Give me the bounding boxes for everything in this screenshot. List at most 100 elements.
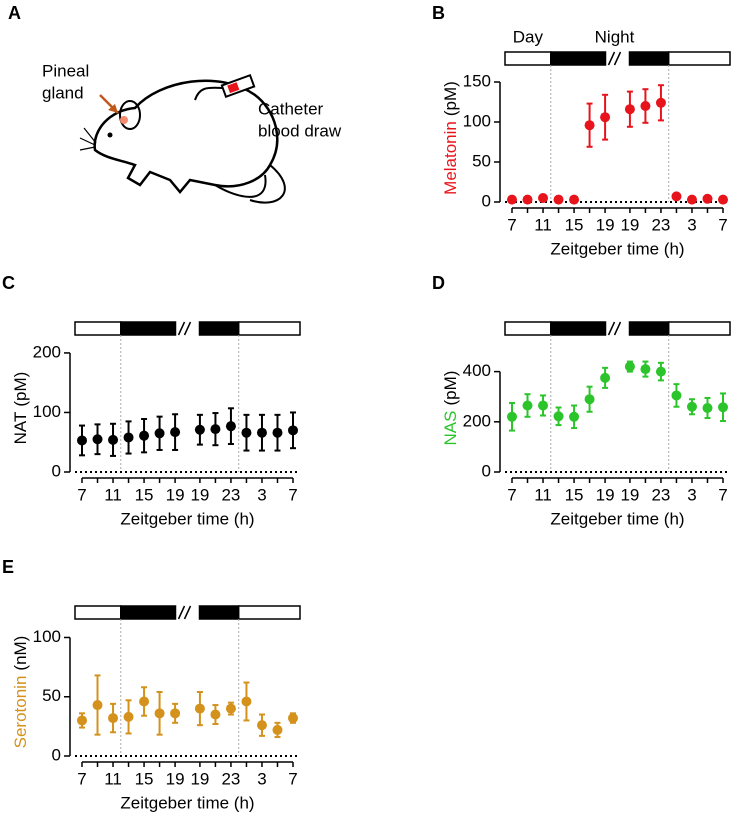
x-axis-label: Zeitgeber time (h)	[550, 239, 684, 258]
dark-bar	[120, 605, 177, 620]
y-tick-label: 0	[482, 461, 491, 480]
point	[671, 191, 682, 202]
point	[507, 194, 517, 205]
point	[584, 394, 595, 405]
y-tick-label: 50	[42, 686, 61, 705]
axis-break	[177, 605, 192, 620]
light-bar	[667, 321, 731, 336]
point	[194, 424, 205, 435]
x-tick-label: 19	[166, 769, 185, 788]
x-tick-label: 19	[190, 769, 209, 788]
x-tick-label: 7	[77, 485, 86, 504]
light-bar	[504, 51, 552, 66]
x-tick-label: 15	[135, 769, 154, 788]
dark-bar	[550, 321, 607, 336]
x-tick-label: 23	[651, 485, 670, 504]
x-tick-label: 19	[596, 215, 615, 234]
point	[553, 194, 564, 205]
point	[569, 194, 580, 205]
x-tick-label: 3	[687, 215, 696, 234]
annotation: Night	[595, 27, 635, 46]
point	[600, 372, 611, 383]
point	[655, 97, 666, 108]
panel-label: C	[2, 273, 15, 293]
point	[640, 364, 651, 375]
x-tick-label: 19	[190, 485, 209, 504]
x-tick-label: 7	[507, 485, 516, 504]
y-tick-label: 200	[463, 411, 491, 430]
point	[272, 724, 283, 735]
y-label-unit: (pM)	[441, 371, 460, 406]
x-tick-label: 3	[687, 485, 696, 504]
x-tick-label: 19	[620, 215, 639, 234]
point	[288, 425, 298, 436]
point	[624, 361, 635, 372]
point	[702, 403, 713, 413]
dark-bar	[198, 605, 240, 620]
point	[225, 703, 236, 714]
point	[584, 120, 595, 131]
mouse-tail	[214, 174, 267, 198]
point	[718, 194, 728, 205]
point	[686, 194, 697, 205]
point	[77, 715, 87, 726]
dark-bar	[628, 51, 670, 66]
whiskers	[79, 127, 97, 151]
pineal-gland	[120, 116, 128, 124]
point	[538, 193, 549, 203]
x-tick-label: 11	[534, 215, 552, 234]
x-axis-label: Zeitgeber time (h)	[550, 509, 684, 528]
label-line: Catheter	[258, 99, 324, 118]
x-tick-label: 3	[257, 769, 266, 788]
point	[154, 708, 165, 719]
axis-break	[177, 321, 192, 336]
point	[600, 112, 611, 123]
y-label-unit: (pM)	[441, 81, 460, 116]
point	[553, 411, 564, 422]
y-tick-label: 0	[482, 191, 491, 210]
mouse-eye	[107, 132, 113, 138]
x-tick-label: 11	[104, 485, 122, 504]
point	[108, 434, 119, 445]
point	[123, 432, 134, 443]
light-bar	[237, 605, 301, 620]
axis-break	[607, 51, 622, 66]
point	[154, 428, 165, 439]
x-tick-label: 23	[221, 769, 240, 788]
point	[210, 424, 221, 435]
point	[624, 104, 635, 115]
mouse-body	[93, 79, 279, 194]
point	[170, 427, 181, 438]
x-tick-label: 11	[534, 485, 552, 504]
panel-label: A	[8, 3, 21, 23]
x-axis-label: Zeitgeber time (h)	[120, 793, 254, 812]
point	[92, 434, 103, 445]
y-tick-label: 100	[33, 402, 61, 421]
point	[241, 427, 252, 438]
point	[522, 194, 533, 205]
label-line: gland	[42, 83, 84, 102]
y-axis-label: Serotonin (nM)	[11, 636, 30, 749]
x-tick-label: 7	[288, 769, 297, 788]
point	[686, 401, 697, 412]
y-tick-label: 100	[463, 111, 491, 130]
point	[139, 696, 150, 707]
light-bar	[74, 605, 122, 620]
dark-bar	[550, 51, 607, 66]
x-tick-label: 23	[221, 485, 240, 504]
x-tick-label: 7	[507, 215, 516, 234]
y-axis-label: NAT (pM)	[11, 372, 30, 445]
y-label-unit: (nM)	[11, 636, 30, 671]
light-bar	[667, 51, 731, 66]
point	[640, 101, 651, 111]
point	[139, 430, 150, 441]
light-bar	[237, 321, 301, 336]
point	[702, 193, 713, 204]
x-tick-label: 11	[104, 769, 122, 788]
x-tick-label: 7	[718, 485, 727, 504]
panel-label: B	[432, 3, 445, 23]
point	[92, 700, 103, 711]
x-tick-label: 3	[257, 485, 266, 504]
point	[288, 713, 298, 724]
